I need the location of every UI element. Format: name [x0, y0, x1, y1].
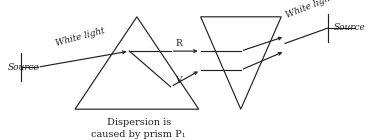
Text: Source: Source	[8, 63, 39, 72]
Text: Source: Source	[334, 24, 366, 32]
Text: Dispersion is
caused by prism P₁: Dispersion is caused by prism P₁	[92, 118, 186, 139]
Text: White light: White light	[284, 0, 334, 20]
Text: V: V	[176, 76, 182, 85]
Text: White light: White light	[55, 26, 106, 48]
Text: R: R	[176, 39, 182, 48]
